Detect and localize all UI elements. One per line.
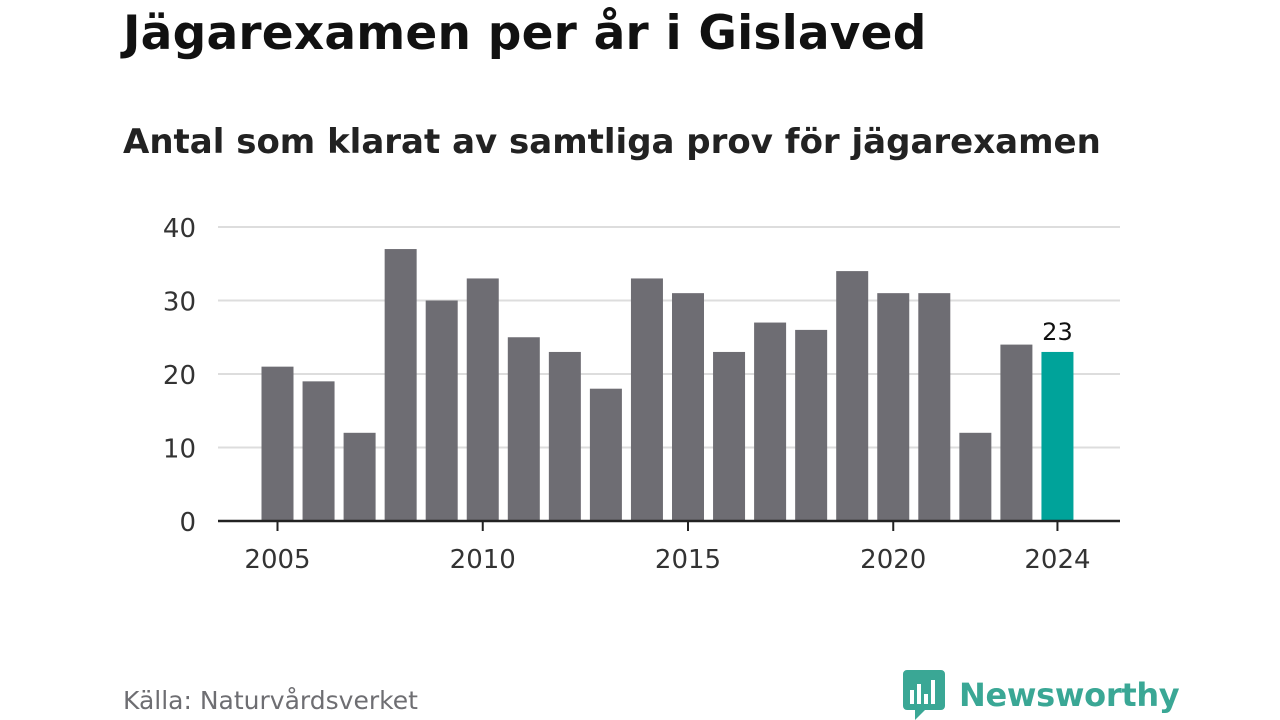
x-tick-label: 2010 xyxy=(450,545,516,575)
x-tick-label: 2015 xyxy=(655,545,721,575)
bar-2024 xyxy=(1041,351,1074,521)
gridlines xyxy=(218,226,1120,449)
source-note: Källa: Naturvårdsverket xyxy=(123,686,418,715)
x-tick-label: 2005 xyxy=(244,545,310,575)
y-tick-label: 30 xyxy=(163,288,196,318)
bar-2012 xyxy=(548,351,581,521)
bar-2017 xyxy=(754,322,787,521)
data-labels: 23 xyxy=(1042,318,1073,346)
y-tick-label: 40 xyxy=(163,214,196,244)
bar-2018 xyxy=(795,329,828,521)
brand-name: Newsworthy xyxy=(959,676,1180,714)
bar-2020 xyxy=(877,293,910,521)
chart-subtitle: Antal som klarat av samtliga prov för jä… xyxy=(123,122,1101,162)
x-axis-ticks: 2005 2010 2015 2020 2024 xyxy=(244,521,1091,575)
bar-2006 xyxy=(302,381,335,521)
chart-title: Jägarexamen per år i Gislaved xyxy=(123,6,927,61)
bar-2010 xyxy=(466,278,499,521)
bar-2023 xyxy=(1000,344,1033,521)
x-tick-label: 2020 xyxy=(860,545,926,575)
y-axis-ticks: 0 10 20 30 40 xyxy=(163,214,196,538)
x-tick-label: 2024 xyxy=(1024,545,1090,575)
bar-2016 xyxy=(713,351,746,521)
y-tick-label: 20 xyxy=(163,361,196,391)
y-tick-label: 10 xyxy=(163,435,196,465)
bar-2019 xyxy=(836,271,869,521)
bar-chart: 0 10 20 30 40 2005 2010 2015 2020 2024 23 xyxy=(163,214,1120,575)
bar-2013 xyxy=(589,388,622,521)
bar-2008 xyxy=(384,249,417,522)
data-label-2024: 23 xyxy=(1042,318,1073,346)
bars xyxy=(261,249,1074,522)
y-tick-label: 0 xyxy=(179,508,196,538)
bar-2007 xyxy=(343,432,376,521)
bar-2022 xyxy=(959,432,992,521)
bar-2011 xyxy=(507,337,540,521)
brand-logo: Newsworthy xyxy=(903,670,1180,720)
newsworthy-logo-icon xyxy=(903,670,945,720)
bar-2021 xyxy=(918,293,951,521)
bar-2009 xyxy=(425,300,458,521)
bar-2015 xyxy=(672,293,704,521)
bar-2005 xyxy=(261,366,294,521)
bar-2014 xyxy=(630,278,663,521)
